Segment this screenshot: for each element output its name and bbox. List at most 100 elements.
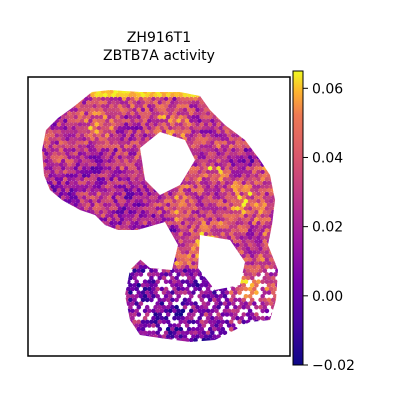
spot <box>84 184 89 189</box>
spot <box>214 199 219 204</box>
spot <box>231 301 236 306</box>
spot <box>233 209 238 215</box>
spot <box>256 315 261 321</box>
spot <box>75 184 81 189</box>
spot <box>113 96 118 102</box>
spot <box>111 173 116 178</box>
spot <box>109 213 114 219</box>
spot <box>157 114 163 120</box>
spot <box>42 147 47 153</box>
spot <box>252 169 257 175</box>
spot <box>48 144 53 149</box>
spot <box>237 217 242 222</box>
spot <box>176 191 181 197</box>
spot <box>189 104 194 109</box>
spot <box>119 188 125 193</box>
spot <box>182 100 188 105</box>
spot <box>231 169 236 175</box>
spot <box>228 231 234 237</box>
spot <box>77 173 83 178</box>
spot <box>88 118 93 124</box>
spot <box>165 100 171 105</box>
spot <box>228 202 234 208</box>
spot <box>163 206 169 211</box>
spot <box>168 118 173 124</box>
spot <box>121 206 127 211</box>
spot <box>176 272 181 277</box>
spot <box>60 195 66 200</box>
spot <box>126 169 131 175</box>
spot <box>132 319 137 325</box>
spot <box>258 195 263 200</box>
spot <box>128 114 133 120</box>
spot <box>231 191 236 197</box>
spot <box>151 96 156 102</box>
spot <box>63 133 68 138</box>
spot <box>193 118 198 124</box>
spot <box>142 308 148 314</box>
spot <box>226 191 232 197</box>
spot <box>147 220 152 226</box>
spot <box>245 180 251 186</box>
spot <box>111 100 116 105</box>
spot <box>176 206 181 211</box>
spot <box>262 202 268 208</box>
spot <box>235 199 240 204</box>
spot <box>130 96 135 102</box>
spot <box>247 301 253 306</box>
spot <box>144 283 150 288</box>
spot <box>113 199 118 204</box>
spot <box>88 206 93 211</box>
spot <box>222 184 228 189</box>
spot <box>132 202 137 208</box>
spot <box>88 177 93 182</box>
spot <box>228 136 234 142</box>
spot <box>235 228 240 233</box>
spot <box>224 312 230 317</box>
spot <box>136 312 142 317</box>
spot <box>241 180 247 186</box>
spot <box>226 184 232 189</box>
spot <box>210 184 215 189</box>
spot <box>239 220 244 226</box>
spot <box>107 195 112 200</box>
spot <box>233 202 238 208</box>
spot <box>86 129 91 135</box>
spot <box>58 177 64 182</box>
spot <box>73 129 79 135</box>
spot <box>71 191 76 197</box>
spot <box>155 272 160 277</box>
spot <box>237 144 242 149</box>
spot <box>189 191 194 197</box>
spot <box>170 275 175 281</box>
spot <box>201 177 207 182</box>
spot <box>159 111 165 116</box>
spot <box>52 158 58 164</box>
spot <box>252 162 257 167</box>
spot <box>184 337 190 342</box>
spot <box>115 158 121 164</box>
spot <box>96 133 102 138</box>
spot <box>172 213 177 219</box>
spot <box>191 114 196 120</box>
spot <box>107 202 112 208</box>
spot <box>105 220 110 226</box>
spot <box>178 195 184 200</box>
spot <box>260 315 266 321</box>
spot <box>239 228 244 233</box>
spot <box>115 122 121 127</box>
spot <box>231 184 236 189</box>
spot <box>140 114 146 120</box>
spot <box>252 184 257 189</box>
spot <box>193 177 198 182</box>
spot <box>216 231 221 237</box>
spot <box>247 184 253 189</box>
spot <box>224 224 230 230</box>
spot <box>117 96 123 102</box>
spot <box>60 151 66 157</box>
spot <box>163 308 169 314</box>
spot <box>113 220 118 226</box>
spot <box>197 184 202 189</box>
spot <box>102 158 108 164</box>
spot <box>132 297 137 303</box>
